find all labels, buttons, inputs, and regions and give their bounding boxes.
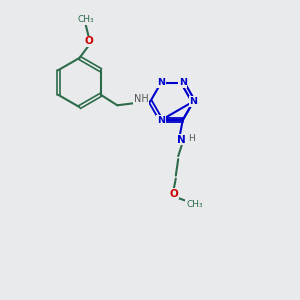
- Text: CH₃: CH₃: [77, 15, 94, 24]
- Text: N: N: [179, 78, 187, 87]
- Text: N: N: [157, 116, 165, 124]
- Text: N: N: [157, 78, 165, 87]
- Text: H: H: [188, 134, 195, 142]
- Text: CH₃: CH₃: [186, 200, 203, 208]
- Text: N: N: [177, 135, 186, 145]
- Text: O: O: [169, 189, 178, 199]
- Text: N: N: [190, 97, 197, 106]
- Text: N: N: [157, 116, 165, 124]
- Text: NH: NH: [134, 94, 149, 104]
- Text: O: O: [84, 36, 93, 46]
